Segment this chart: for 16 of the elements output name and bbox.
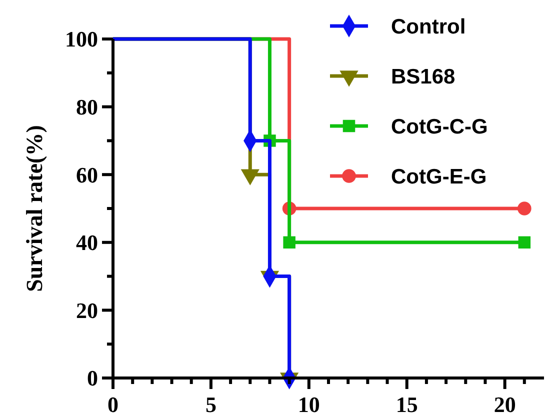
legend-label: CotG-E-G <box>391 165 487 188</box>
x-tick-label: 15 <box>396 392 418 417</box>
legend-label: Control <box>391 15 466 38</box>
y-tick-label: 100 <box>65 26 98 52</box>
y-tick-label: 60 <box>76 162 98 188</box>
legend-label: CotG-C-G <box>391 115 488 138</box>
x-tick-label: 0 <box>108 392 118 417</box>
y-tick-label: 20 <box>76 298 98 323</box>
x-tick-label: 20 <box>494 392 516 417</box>
x-tick-label: 5 <box>205 392 216 417</box>
legend-label: BS168 <box>391 65 456 88</box>
y-tick-label: 80 <box>76 94 98 120</box>
y-tick-label: 0 <box>87 366 98 391</box>
y-tick-label: 40 <box>76 230 98 256</box>
x-tick-label: 10 <box>298 392 320 417</box>
y-axis-title: Survival rate(%) <box>22 125 47 292</box>
